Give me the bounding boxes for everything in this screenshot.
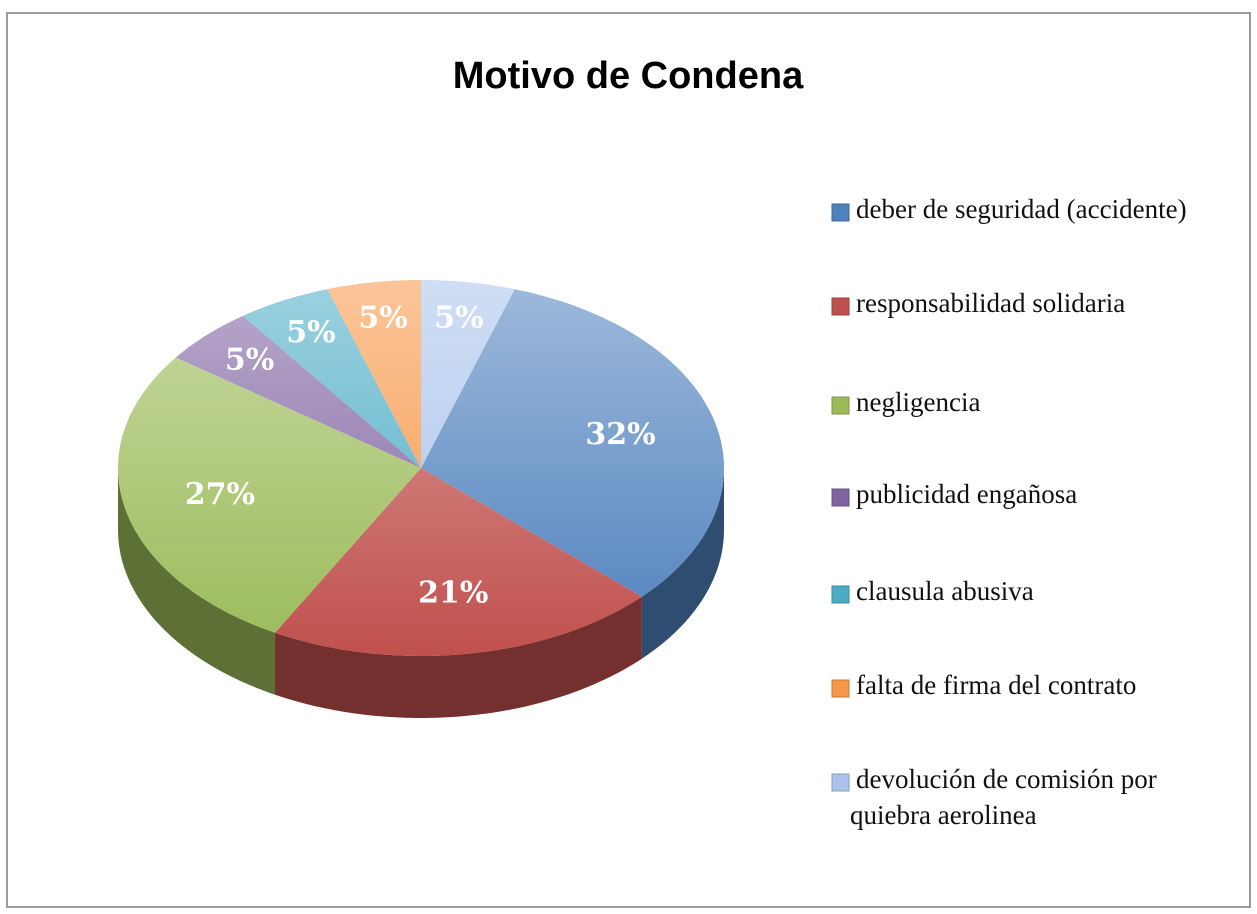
legend-swatch [831,488,850,507]
legend-label: devolución de comisión por quiebra aeroli… [850,764,1157,830]
data-label: 5% [358,300,407,335]
legend-label: responsabilidad solidaria [856,288,1125,318]
legend-label: deber de seguridad (accidente) [856,194,1187,224]
data-label: 5% [286,315,335,350]
legend-swatch [831,679,850,698]
legend-swatch [831,773,850,792]
legend-label: clausula abusiva [856,576,1034,606]
legend-swatch [831,203,850,222]
data-label: 5% [434,300,483,335]
legend-swatch [831,585,850,604]
legend-swatch [831,297,850,316]
chart-title: Motivo de Condena [453,55,804,97]
legend-swatch [831,396,850,415]
legend-label: publicidad engañosa [856,479,1077,509]
legend-label: negligencia [856,387,980,417]
data-label: 27% [185,477,255,512]
pie-side [275,596,642,718]
data-label: 32% [585,417,655,452]
data-label: 21% [418,575,488,610]
legend-label: falta de firma del contrato [856,670,1136,700]
data-label: 5% [225,343,274,378]
